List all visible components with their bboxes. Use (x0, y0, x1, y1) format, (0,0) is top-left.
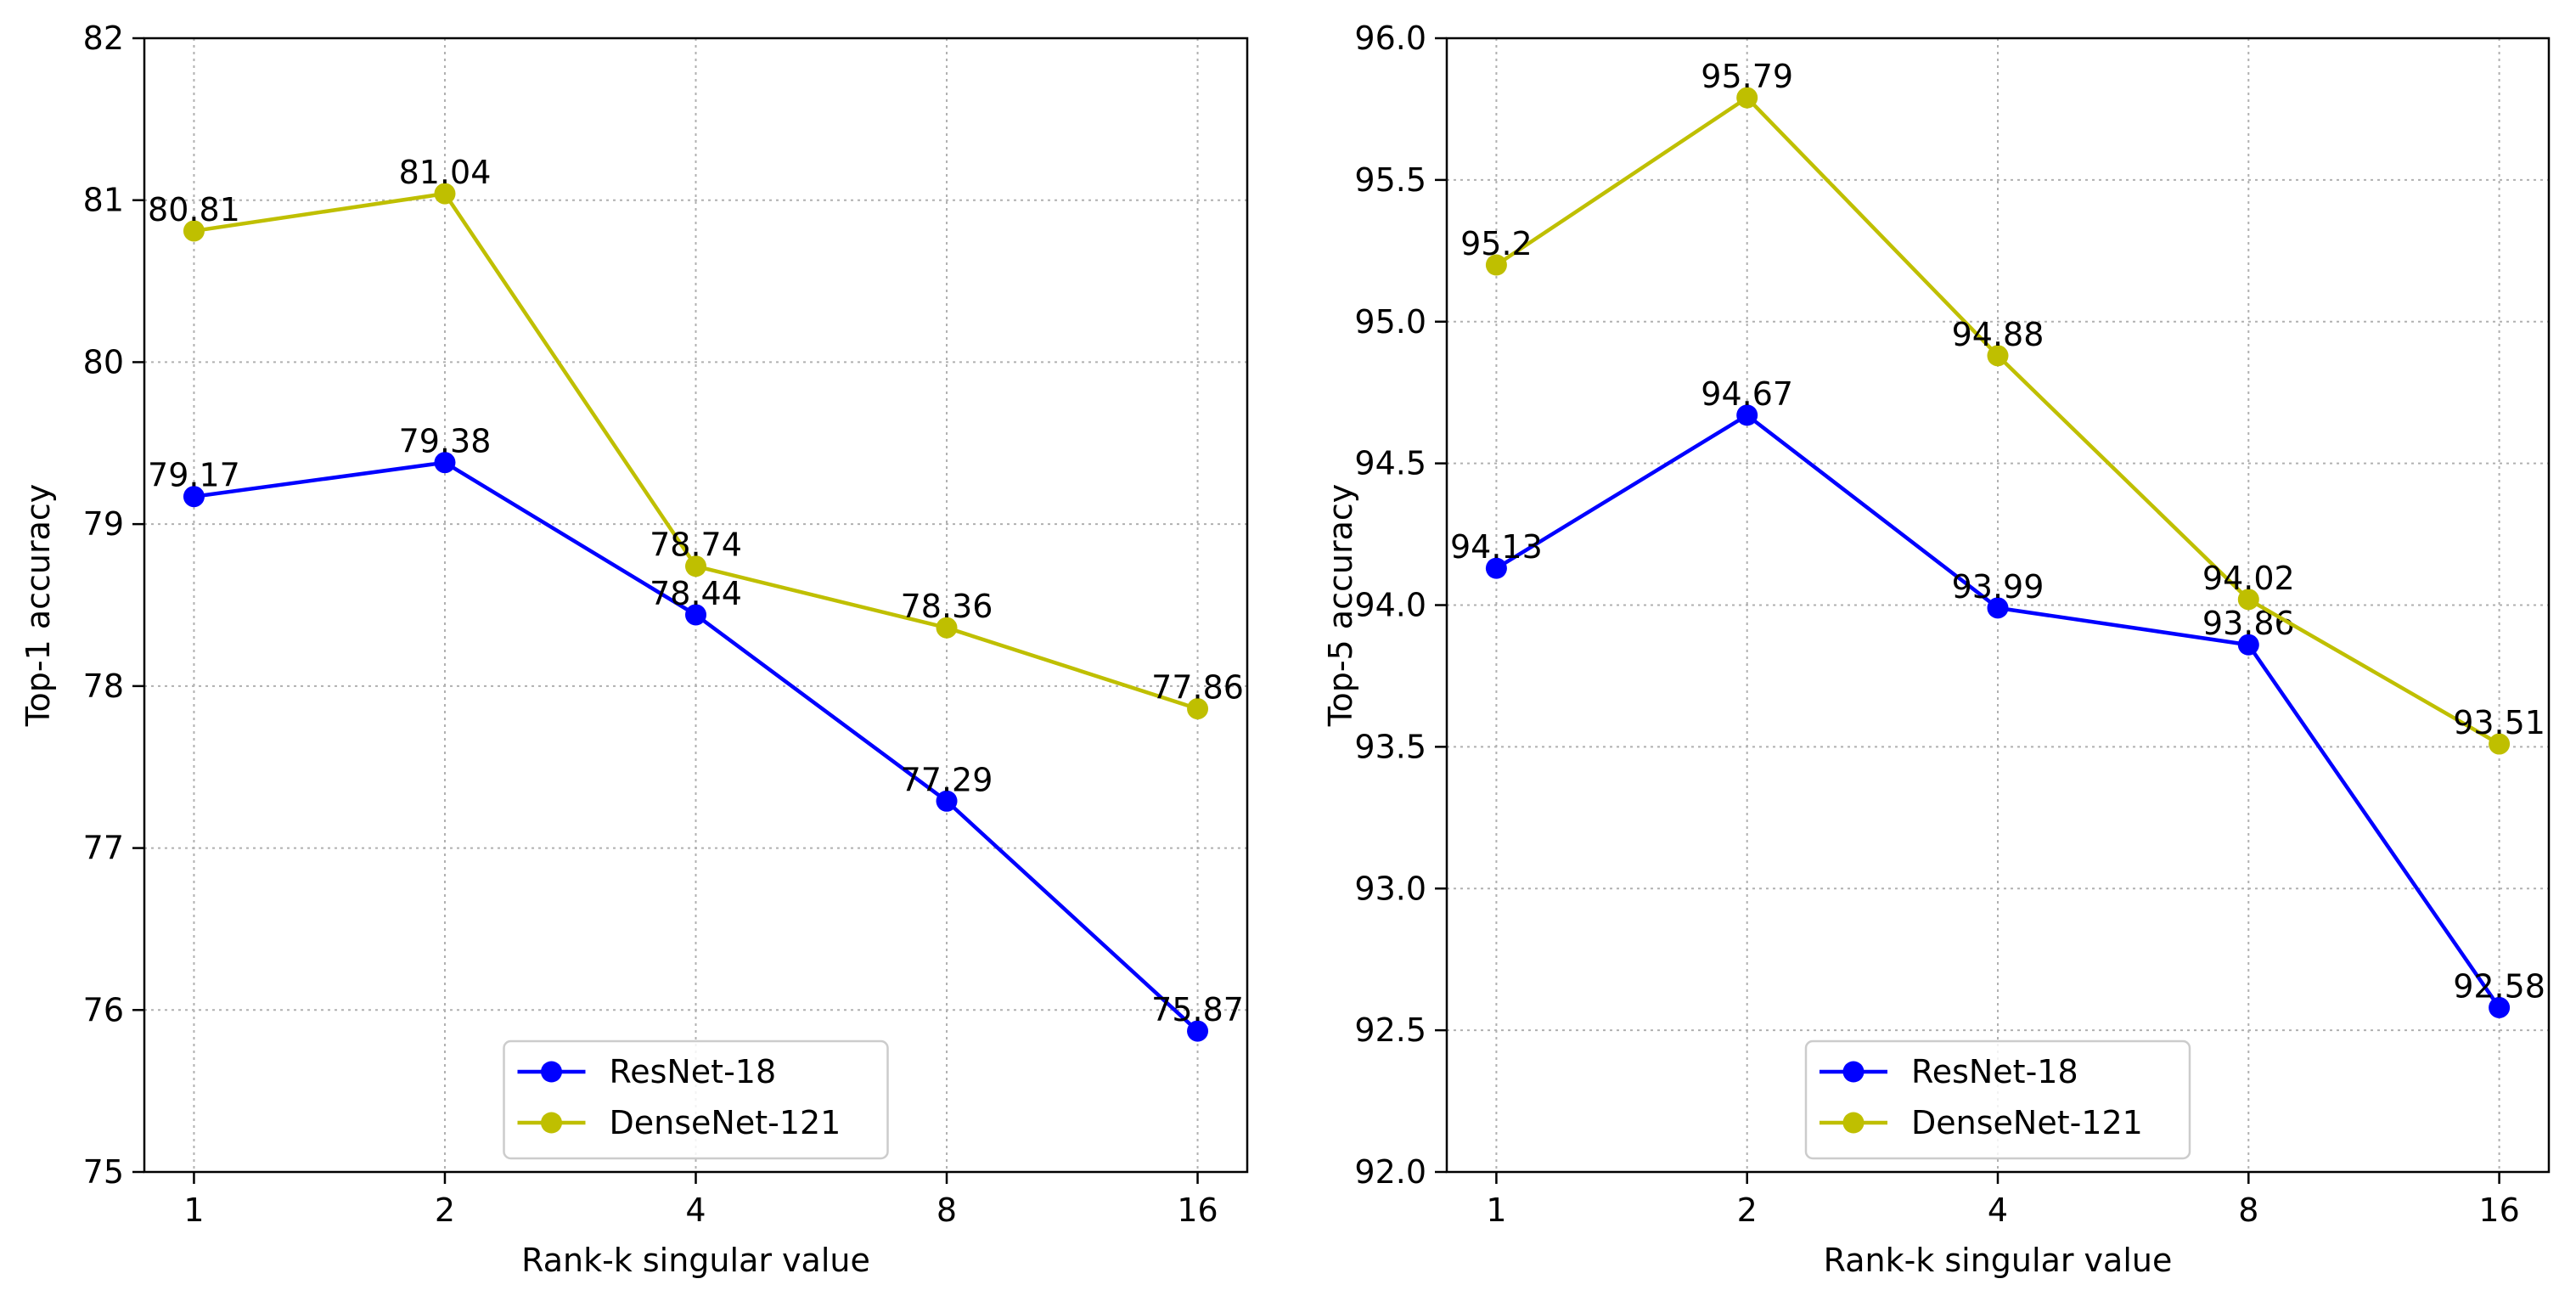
top5-densenet-121-data-label: 94.88 (1952, 316, 2044, 353)
top5-y-tick-label: 95.5 (1354, 161, 1426, 199)
top5-legend-box (1804, 1039, 2191, 1160)
top1-x-axis-title: Rank-k singular value (521, 1242, 870, 1279)
top1-resnet-18-point (183, 486, 205, 508)
top5-resnet-18-point (2489, 996, 2511, 1018)
top1-legend-resnet-18-marker (541, 1061, 562, 1083)
top1-legend-resnet-18-label: ResNet-18 (610, 1053, 777, 1090)
top1-y-tick-label: 77 (83, 830, 124, 867)
top5-densenet-121-data-label: 95.79 (1701, 58, 1793, 95)
top1-x-tick-label: 1 (183, 1192, 204, 1229)
top1-resnet-18-data-label: 78.44 (650, 575, 742, 612)
top1-y-tick-label: 75 (83, 1153, 124, 1191)
top5-y-tick-label: 96.0 (1354, 20, 1426, 57)
top5-y-tick-label: 94.5 (1354, 445, 1426, 482)
top1-densenet-121-data-label: 81.04 (399, 154, 492, 191)
top1-resnet-18-data-label: 75.87 (1151, 991, 1244, 1028)
top5-x-axis-title: Rank-k singular value (1824, 1242, 2173, 1279)
top5-resnet-18-data-label: 94.67 (1701, 375, 1793, 413)
top1-legend: ResNet-18 DenseNet-121 (503, 1039, 889, 1160)
top1-plot-frame (143, 37, 1249, 1174)
top5-legend-densenet-121-label: DenseNet-121 (1911, 1104, 2143, 1141)
top5-legend-resnet-18-label: ResNet-18 (1911, 1053, 2078, 1090)
top1-chart-panel: 1 2 4 8 16 75 76 77 78 79 80 81 82 Rank-k singular va… (20, 20, 1249, 1279)
top5-y-tick-label: 95.0 (1354, 303, 1426, 341)
top5-resnet-18-data-label: 93.99 (1952, 568, 2044, 606)
top1-resnet-18-data-label: 77.29 (901, 761, 993, 798)
top5-densenet-121-data-label: 93.51 (2453, 704, 2545, 741)
top1-y-axis-title: Top-1 accuracy (20, 484, 57, 728)
top1-densenet-121-data-label: 78.36 (901, 588, 993, 625)
top1-x-tick-label: 16 (1177, 1192, 1218, 1229)
top1-y-tick-label: 80 (83, 343, 124, 380)
top5-densenet-121-point (2489, 733, 2511, 755)
top1-densenet-121-data-label: 77.86 (1151, 669, 1244, 707)
top5-densenet-121-point (1736, 87, 1758, 109)
top5-x-tick-label: 4 (1988, 1192, 2008, 1229)
top5-resnet-18-point (2237, 634, 2259, 656)
top1-x-tick-label: 2 (435, 1192, 455, 1229)
top5-plot-frame (1445, 37, 2551, 1174)
top5-y-axis-title: Top-5 accuracy (1322, 484, 1359, 728)
top1-resnet-18-point (936, 790, 958, 812)
top1-y-tick-label: 76 (83, 991, 124, 1028)
top1-y-tick-label: 78 (83, 668, 124, 705)
top5-densenet-121-point (2237, 589, 2259, 611)
top5-x-tick-label: 2 (1737, 1192, 1758, 1229)
top1-densenet-121-point (434, 183, 456, 205)
top1-densenet-121-point (685, 555, 706, 577)
top5-resnet-18-data-label: 93.86 (2202, 605, 2295, 642)
top5-resnet-18-data-label: 92.58 (2453, 967, 2545, 1005)
top1-resnet-18-point (434, 452, 456, 474)
top1-resnet-18-point (685, 604, 706, 626)
top5-densenet-121-point (1987, 345, 2009, 367)
top1-resnet-18-data-label: 79.38 (399, 423, 492, 460)
top1-legend-densenet-121-marker (541, 1112, 562, 1134)
top1-densenet-121-data-label: 78.74 (650, 527, 742, 564)
top5-resnet-18-data-label: 94.13 (1450, 528, 1543, 566)
top1-x-tick-label: 8 (936, 1192, 957, 1229)
top1-y-tick-label: 81 (83, 182, 124, 219)
top5-resnet-18-point (1485, 557, 1507, 579)
top5-legend-densenet-121-marker (1842, 1112, 1865, 1134)
top5-x-tick-label: 8 (2238, 1192, 2258, 1229)
top1-legend-box (503, 1039, 889, 1160)
top5-y-tick-label: 94.0 (1354, 587, 1426, 624)
top5-y-tick-label: 92.5 (1354, 1011, 1426, 1049)
top1-resnet-18-point (1187, 1020, 1209, 1042)
top1-densenet-121-point (1187, 698, 1209, 720)
top5-y-tick-label: 92.0 (1354, 1153, 1426, 1191)
top5-x-tick-label: 16 (2478, 1192, 2519, 1229)
top1-x-tick-label: 4 (685, 1192, 706, 1229)
top5-y-tick-label: 93.5 (1354, 728, 1426, 765)
top5-resnet-18-point (1736, 404, 1758, 426)
top1-resnet-18-data-label: 79.17 (148, 457, 240, 494)
top5-densenet-121-data-label: 95.2 (1460, 225, 1533, 262)
top1-densenet-121-point (183, 220, 205, 242)
top5-x-tick-label: 1 (1486, 1192, 1506, 1229)
top5-densenet-121-data-label: 94.02 (2202, 560, 2295, 597)
top5-chart-panel: 1 2 4 8 16 92.0 92.5 93.0 93.5 94.0 94.5 95.0 95.5 96… (1322, 20, 2551, 1279)
top1-legend-densenet-121-label: DenseNet-121 (610, 1104, 841, 1141)
top5-legend: ResNet-18 DenseNet-121 (1804, 1039, 2191, 1160)
top5-y-tick-label: 93.0 (1354, 870, 1426, 907)
top1-densenet-121-point (936, 617, 958, 639)
top1-densenet-121-data-label: 80.81 (148, 191, 240, 228)
top1-y-tick-label: 79 (83, 505, 124, 543)
top5-legend-resnet-18-marker (1842, 1061, 1865, 1083)
top5-resnet-18-point (1987, 597, 2009, 619)
top5-densenet-121-point (1485, 254, 1507, 276)
top1-y-tick-label: 82 (83, 20, 124, 57)
